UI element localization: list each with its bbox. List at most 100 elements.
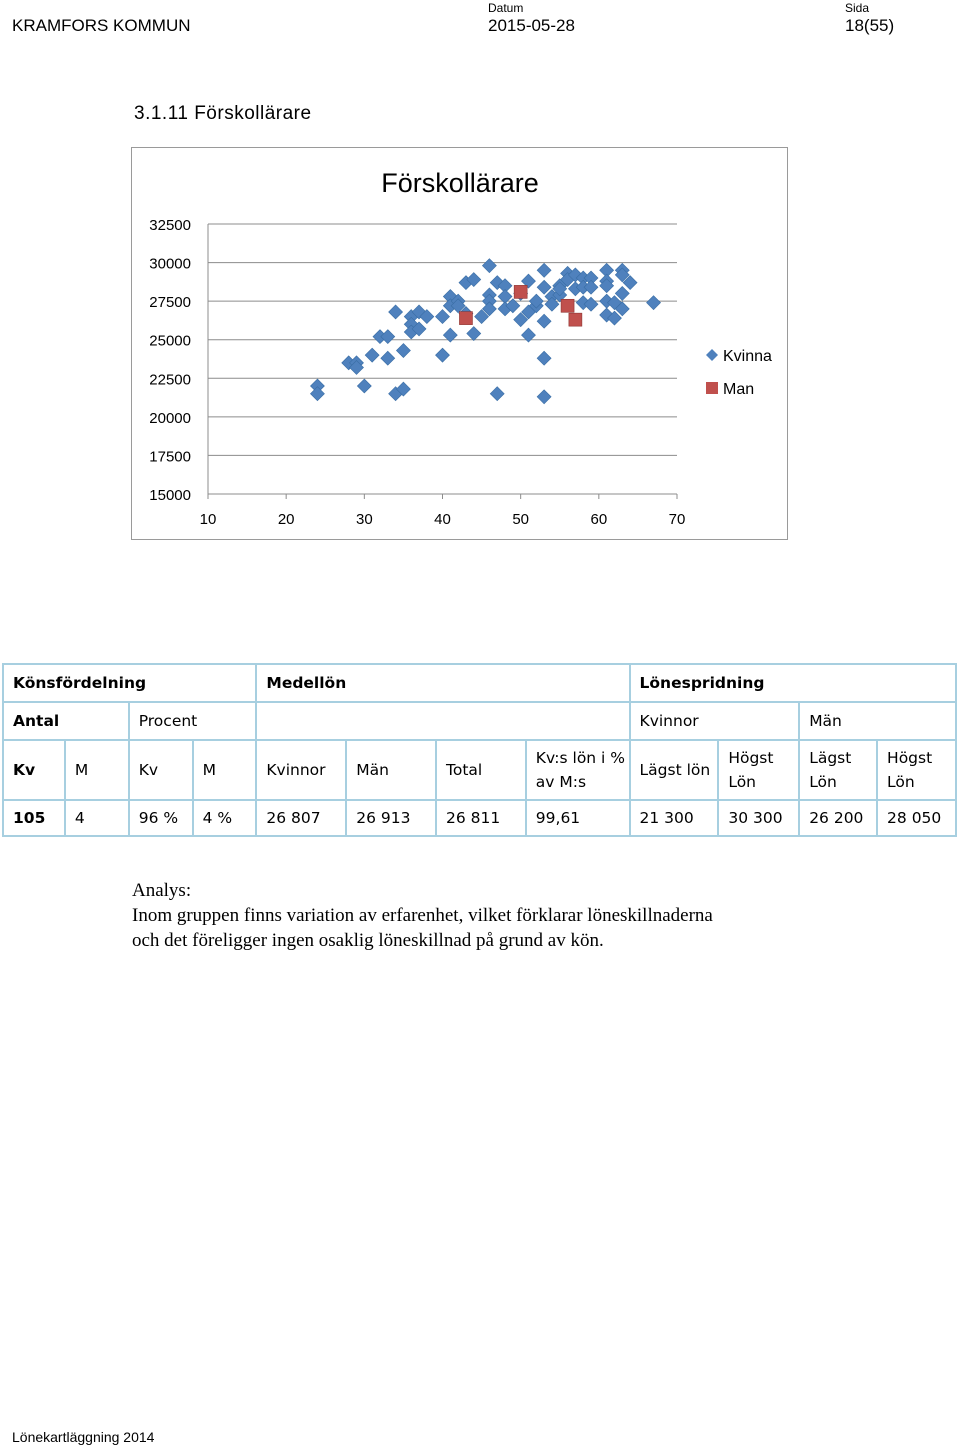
- y-tick-label: 30000: [149, 256, 191, 273]
- x-tick-label: 50: [512, 511, 529, 528]
- table-cell: 30 300: [717, 799, 801, 837]
- data-point-man: [560, 298, 575, 313]
- data-point-kvinna: [380, 350, 396, 366]
- data-point-kvinna: [536, 350, 552, 366]
- data-point-man: [568, 312, 583, 327]
- y-tick-label: 27500: [149, 294, 191, 311]
- data-point-man: [459, 311, 473, 325]
- table-header-row-2: Antal Procent Kvinnor Män: [2, 701, 957, 741]
- table-header-row-3: Kv M Kv M Kvinnor Män Total Kv:s lön i %…: [2, 739, 957, 801]
- col-header: M: [63, 739, 130, 801]
- salary-statistics-table: Könsfördelning Medellön Lönespridning An…: [1, 663, 958, 837]
- data-point-kvinna: [536, 313, 552, 329]
- y-tick-label: 22500: [149, 371, 191, 388]
- data-point-kvinna: [583, 279, 599, 295]
- y-tick-label: 15000: [149, 487, 191, 504]
- header-procent: Procent: [127, 701, 258, 741]
- chart-grid: [208, 223, 677, 495]
- data-point-kvinna: [614, 286, 630, 301]
- data-point-kvinna: [614, 267, 630, 283]
- table-cell: 26 913: [345, 799, 438, 837]
- col-header: Kv: [127, 739, 194, 801]
- data-point-kvinna: [583, 296, 599, 312]
- analysis-line: och det föreligger ingen osaklig löneski…: [132, 930, 604, 951]
- data-point-kvinna: [614, 301, 630, 317]
- y-tick-label: 20000: [149, 410, 191, 427]
- data-point-kvinna: [388, 304, 404, 320]
- date-caption: Datum: [488, 1, 524, 15]
- data-point-kvinna: [481, 301, 497, 317]
- legend-marker-kvinna: [706, 349, 718, 361]
- data-point-kvinna: [466, 326, 482, 341]
- col-header: Högst Lön: [717, 739, 801, 801]
- data-point-kvinna: [380, 329, 396, 345]
- data-point-kvinna: [536, 262, 552, 278]
- col-header: Kvinnor: [255, 739, 348, 801]
- header-kvinnor: Kvinnor: [628, 701, 801, 741]
- table-data-row: 105 4 96 % 4 % 26 807 26 913 26 811 99,6…: [2, 799, 957, 837]
- x-tick-label: 30: [356, 511, 373, 528]
- header-empty: [255, 701, 631, 741]
- data-point-kvinna: [310, 386, 325, 402]
- data-point-kvinna: [552, 281, 568, 297]
- legend-marker-man: [706, 382, 718, 394]
- data-point-kvinna: [607, 310, 622, 326]
- x-tick-label: 10: [200, 511, 217, 528]
- analysis-heading: Analys:: [132, 880, 192, 901]
- table-cell: 105: [2, 799, 66, 837]
- data-point-kvinna: [521, 327, 536, 343]
- data-point-kvinna: [513, 312, 529, 328]
- table-cell: 21 300: [628, 799, 720, 837]
- table-cell: 96 %: [127, 799, 194, 837]
- table-cell: 26 807: [255, 799, 348, 837]
- data-point-kvinna: [544, 296, 560, 312]
- organization-name: KRAMFORS KOMMUN: [12, 16, 191, 35]
- analysis-line: Inom gruppen finns variation av erfarenh…: [132, 905, 713, 926]
- scatter-chart: Förskollärare 15000 17500 20000 22500 25000 2…: [131, 147, 788, 540]
- data-point-kvinna: [489, 386, 505, 402]
- col-header: Lägst Lön: [798, 739, 879, 801]
- data-point-kvinna: [364, 347, 380, 363]
- chart-points: [310, 258, 661, 405]
- data-point-kvinna: [521, 273, 536, 289]
- table-cell: 4 %: [191, 799, 258, 837]
- data-point-kvinna: [646, 295, 661, 311]
- table-cell: 4: [63, 799, 130, 837]
- chart-title: Förskollärare: [381, 168, 539, 198]
- data-point-kvinna: [435, 309, 450, 324]
- table-cell: 28 050: [876, 799, 957, 837]
- data-point-kvinna: [528, 293, 544, 309]
- chart-canvas: Förskollärare 15000 17500 20000 22500 25000 2…: [149, 168, 772, 528]
- date-value: 2015-05-28: [488, 16, 575, 35]
- legend-label: Kvinna: [723, 348, 772, 365]
- table-cell: 26 200: [798, 799, 879, 837]
- legend-label: Man: [723, 381, 754, 398]
- data-point-kvinna: [411, 321, 427, 337]
- col-header: Högst Lön: [876, 739, 957, 801]
- data-point-kvinna: [536, 279, 552, 295]
- header-lonespridning: Lönespridning: [628, 663, 958, 703]
- page-number: 18(55): [845, 16, 895, 35]
- data-point-kvinna: [622, 275, 638, 291]
- x-tick-label: 70: [669, 511, 686, 528]
- col-header: Kv: [2, 739, 66, 801]
- data-point-kvinna: [356, 378, 372, 394]
- table-cell: 26 811: [435, 799, 527, 837]
- data-point-kvinna: [599, 278, 615, 294]
- data-point-kvinna: [442, 327, 458, 343]
- section-title: 3.1.11 Förskollärare: [134, 103, 312, 124]
- chart-legend: Kvinna Man: [706, 348, 772, 398]
- data-point-kvinna: [349, 360, 364, 375]
- data-point-kvinna: [466, 272, 482, 287]
- y-tick-label: 32500: [149, 217, 191, 234]
- header-antal: Antal: [2, 701, 130, 741]
- header-konsfordelning: Könsfördelning: [1, 663, 258, 703]
- data-point-kvinna: [450, 298, 466, 314]
- col-header: Total: [435, 739, 527, 801]
- data-point-kvinna: [395, 343, 411, 358]
- y-tick-label: 17500: [149, 448, 191, 465]
- x-tick-label: 60: [590, 511, 607, 528]
- col-header: Män: [345, 739, 438, 801]
- data-point-kvinna: [536, 389, 552, 405]
- col-header: Lägst lön: [628, 739, 720, 801]
